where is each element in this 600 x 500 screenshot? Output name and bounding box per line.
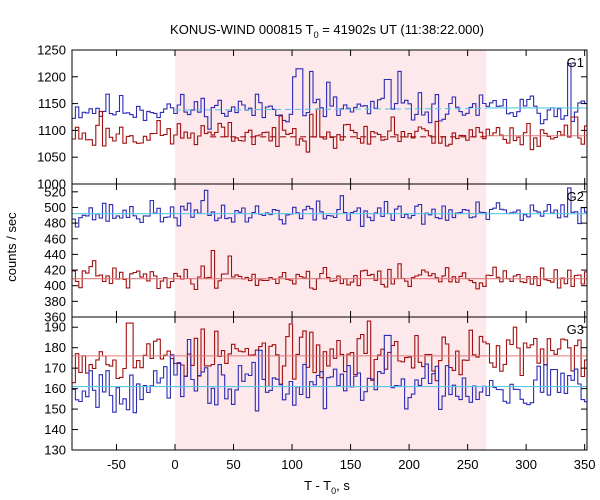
y-tick-label: 380	[44, 294, 66, 309]
lightcurve-series-2	[72, 334, 587, 414]
panel-frame	[71, 316, 588, 451]
y-tick-label: 500	[44, 200, 66, 215]
x-tick-label: 0	[171, 457, 178, 472]
panel-g1: 1000 1050 1100 1150 1200 1250 G1	[37, 43, 588, 192]
x-tick-label: 250	[457, 457, 479, 472]
panel-g3: 130 140 150 160 170 180 190 -50 0 50 100 150 200 250 3…	[44, 316, 596, 472]
y-tick-label: 420	[44, 263, 66, 278]
chart-title: KONUS-WIND 000815 T0 = 41902s UT (11:38:…	[170, 22, 484, 40]
y-tick-label: 150	[44, 402, 66, 417]
x-tick-label: 300	[515, 457, 537, 472]
y-tick-label: 400	[44, 278, 66, 293]
plot-area	[72, 320, 587, 414]
lightcurve-series-1	[72, 320, 587, 387]
panels-group: 100010501100115012001250G136038040042044…	[37, 43, 595, 473]
y-tick-label: 1000	[37, 177, 66, 192]
x-tick-label: -50	[107, 457, 126, 472]
lightcurve-series-1	[72, 187, 587, 228]
highlight-interval	[175, 184, 487, 317]
highlight-interval	[175, 317, 487, 450]
y-tick-label: 520	[44, 184, 66, 199]
x-axis-label: T - T0, s	[304, 478, 350, 496]
plot-area	[72, 62, 587, 153]
y-tick-label: 460	[44, 231, 66, 246]
panel-label: G3	[567, 322, 584, 337]
x-tick-label: 150	[340, 457, 362, 472]
y-tick-label: 480	[44, 216, 66, 231]
x-tick-label: 100	[281, 457, 303, 472]
x-tick-label: 200	[398, 457, 420, 472]
lightcurve-series-2	[72, 249, 587, 291]
y-tick-label: 440	[44, 247, 66, 262]
y-tick-label: 130	[44, 443, 66, 458]
plot-area	[72, 187, 587, 291]
y-tick-label: 1250	[37, 43, 66, 58]
y-tick-label: 1150	[38, 96, 66, 111]
lightcurve-series-1	[72, 62, 587, 130]
y-tick-label: 1100	[38, 123, 66, 138]
y-tick-label: 160	[44, 381, 66, 396]
y-tick-label: 1050	[37, 150, 66, 165]
panel-label: G1	[567, 55, 584, 70]
x-tick-label: 350	[574, 457, 596, 472]
lightcurve-series-2	[72, 108, 587, 153]
highlight-interval	[175, 50, 487, 184]
y-axis-label: counts / sec	[4, 212, 19, 282]
y-tick-label: 170	[44, 361, 66, 376]
y-tick-label: 190	[44, 320, 66, 335]
y-tick-label: 1200	[37, 69, 66, 84]
y-tick-label: 180	[44, 340, 66, 355]
x-tick-label: 50	[226, 457, 240, 472]
panel-label: G2	[567, 189, 584, 204]
background-fit-line-1	[174, 107, 487, 111]
y-tick-label: 140	[44, 422, 66, 437]
y-tick-label: 360	[44, 310, 66, 325]
